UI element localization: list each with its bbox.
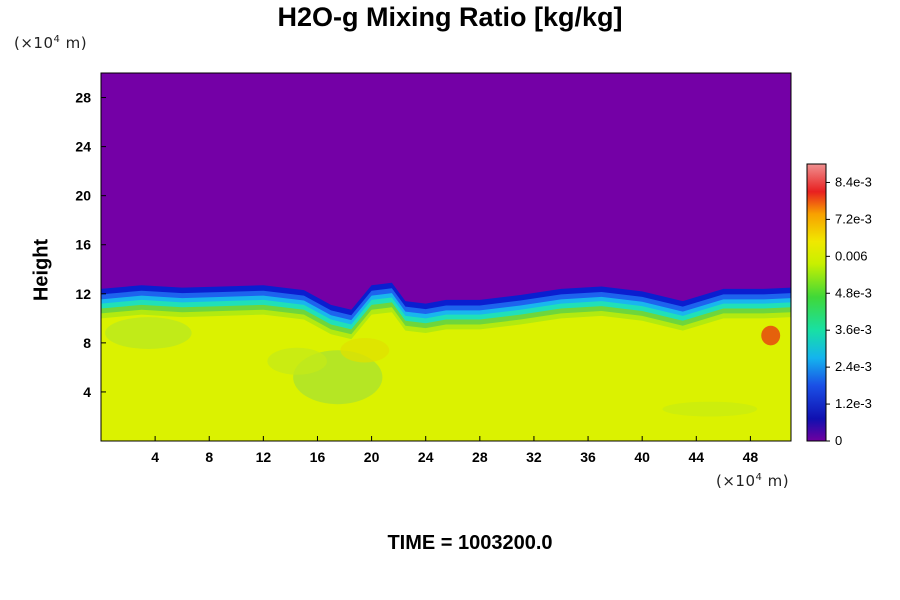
y-tick-label: 4	[83, 384, 91, 400]
eddy	[662, 401, 758, 417]
eddy	[761, 325, 781, 346]
x-tick-label: 16	[310, 449, 326, 465]
y-tick-label: 20	[75, 188, 91, 204]
x-tick-label: 36	[580, 449, 596, 465]
colorbar-tick-label: 7.2e-3	[835, 211, 872, 226]
x-axis-unit: (×104 m)	[716, 472, 790, 490]
y-tick-label: 12	[75, 286, 91, 302]
eddy	[105, 317, 192, 350]
x-tick-label: 20	[364, 449, 380, 465]
x-tick-label: 8	[205, 449, 213, 465]
x-tick-label: 40	[634, 449, 650, 465]
x-tick-label: 44	[689, 449, 705, 465]
x-tick-label: 24	[418, 449, 434, 465]
y-tick-label: 24	[75, 139, 91, 155]
x-tick-label: 4	[151, 449, 159, 465]
x-tick-label: 48	[743, 449, 759, 465]
colorbar-tick-label: 8.4e-3	[835, 174, 872, 189]
colorbar-tick-label: 0.006	[835, 248, 868, 263]
colorbar-tick-label: 0	[835, 433, 842, 448]
y-tick-label: 8	[83, 335, 91, 351]
y-axis-unit: (×104 m)	[14, 34, 88, 52]
eddy	[267, 347, 327, 375]
plot-frame	[100, 72, 792, 442]
colorbar-tick-label: 3.6e-3	[835, 322, 872, 337]
y-tick-label: 16	[75, 237, 91, 253]
x-tick-label: 32	[526, 449, 542, 465]
colorbar-tick-label: 4.8e-3	[835, 285, 872, 300]
colorbar-tick-label: 1.2e-3	[835, 396, 872, 411]
colorbar-scale	[806, 163, 827, 442]
lower-moist-layer	[101, 312, 791, 441]
y-tick-label: 28	[75, 90, 91, 106]
chart-title: H2O-g Mixing Ratio [kg/kg]	[277, 2, 623, 32]
colorbar-tick-label: 2.4e-3	[835, 359, 872, 374]
time-label: TIME = 1003200.0	[387, 532, 553, 554]
eddy	[340, 337, 390, 363]
colorbar: 0 1.2e-3 2.4e-3 3.6e-3 4.8e-3 0.006 7.2e-3 8.4e…	[806, 163, 872, 448]
x-tick-label: 28	[472, 449, 488, 465]
plot-area	[101, 73, 791, 441]
x-tick-label: 12	[256, 449, 272, 465]
